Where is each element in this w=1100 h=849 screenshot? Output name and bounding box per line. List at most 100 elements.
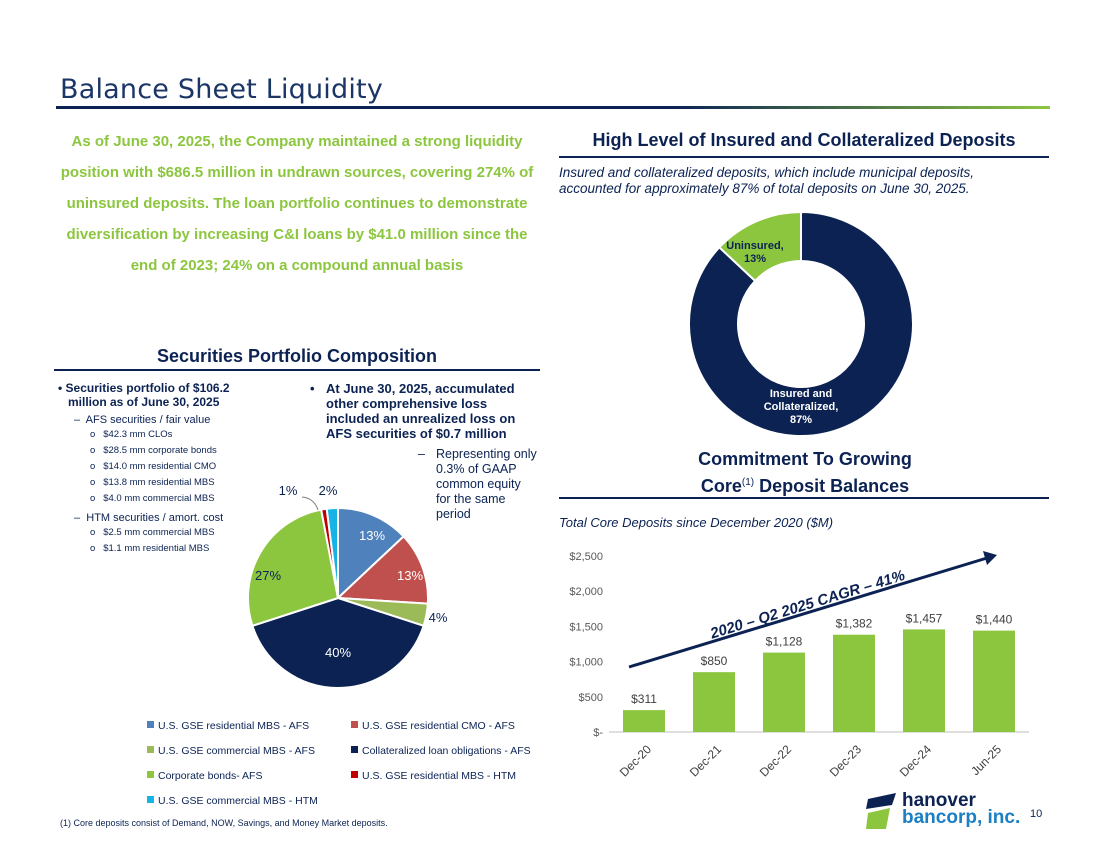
donut-label: Insured and — [770, 388, 832, 400]
dash-glyph: – — [74, 512, 81, 524]
legend-item: U.S. GSE commercial MBS - AFS — [147, 745, 315, 757]
legend-swatch — [351, 771, 358, 778]
y-tick-label: $2,500 — [569, 551, 603, 563]
footnote: (1) Core deposits consist of Demand, NOW… — [60, 818, 388, 828]
legend-item: U.S. GSE residential MBS - AFS — [147, 720, 309, 732]
donut-slice — [717, 210, 802, 283]
y-tick-label: $- — [593, 727, 603, 739]
legend-label: U.S. GSE residential MBS - AFS — [158, 720, 310, 732]
aoci-note: • At June 30, 2025, accumulated other co… — [310, 381, 538, 522]
pie-label: 13% — [397, 568, 423, 583]
pie-label: 40% — [325, 645, 351, 660]
bar — [623, 710, 665, 732]
pie-label: 4% — [429, 610, 448, 625]
holding-item: o $1.1 mm residential MBS — [90, 543, 210, 554]
leader-line — [301, 496, 319, 511]
legend-item: U.S. GSE residential MBS - HTM — [351, 770, 516, 782]
holding-item: o $14.0 mm residential CMO — [90, 461, 217, 472]
bar-value-label: $1,382 — [836, 617, 873, 631]
trend-arrow-head-icon — [983, 551, 997, 565]
legend-swatch — [147, 796, 154, 803]
afs-label: AFS securities / fair value — [85, 414, 211, 426]
holding-item: o $4.0 mm commercial MBS — [90, 493, 215, 504]
securities-pie-chart: 13% 13% 4% 40% 27% 1% 2% — [247, 483, 448, 689]
legend-label: U.S. GSE residential MBS - HTM — [362, 770, 517, 782]
holding-item: o $2.5 mm commercial MBS — [90, 527, 215, 538]
deposits-heading: High Level of Insured and Collateralized… — [592, 130, 1016, 150]
legend-label: U.S. GSE commercial MBS - HTM — [158, 795, 318, 807]
pie-label: 27% — [255, 568, 281, 583]
bar — [903, 629, 945, 732]
securities-divider — [54, 369, 540, 371]
bar-value-label: $311 — [631, 692, 657, 706]
bar-value-label: $1,440 — [976, 613, 1013, 627]
bar-value-label: $1,128 — [766, 635, 803, 649]
x-tick-label: Jun-25 — [968, 742, 1004, 778]
bar — [833, 634, 875, 732]
legend-item: U.S. GSE residential CMO - AFS — [351, 720, 515, 732]
bullet-glyph: • — [58, 381, 63, 395]
legend-swatch — [147, 771, 154, 778]
donut-slice — [688, 210, 914, 437]
legend-item: Corporate bonds- AFS — [147, 770, 262, 782]
htm-list: o $2.5 mm commercial MBS o $1.1 mm reside… — [56, 525, 256, 557]
legend-item: Collateralized loan obligations - AFS — [351, 745, 531, 757]
afs-list: o $42.3 mm CLOs o $28.5 mm corporate bond… — [56, 427, 256, 507]
intro-statement: As of June 30, 2025, the Company maintai… — [60, 133, 534, 274]
dash-glyph: – — [74, 414, 81, 426]
legend-swatch — [351, 721, 358, 728]
y-tick-label: $1,000 — [569, 657, 603, 669]
logo-text-hanover: hanover — [902, 790, 976, 811]
pie-slice — [251, 596, 425, 689]
title-divider — [56, 106, 1050, 109]
x-tick-label: Dec-20 — [617, 742, 654, 779]
aoci-text: At June 30, 2025, accumulated other comp… — [326, 381, 516, 441]
legend-swatch — [351, 746, 358, 753]
bar — [763, 652, 805, 732]
holding-item: o $42.3 mm CLOs — [90, 429, 173, 440]
logo-text-bancorp: bancorp, inc. — [902, 807, 1021, 828]
pie-slice — [247, 508, 340, 628]
y-tick-label: $500 — [579, 692, 603, 704]
bar — [693, 672, 735, 732]
pie-slice — [325, 506, 339, 599]
pie-slice — [335, 534, 429, 605]
x-tick-label: Dec-24 — [897, 742, 934, 779]
donut-label: 13% — [744, 253, 766, 265]
holding-item: o $13.8 mm residential MBS — [90, 477, 215, 488]
cagr-label: 2020 – Q2 2025 CAGR – 41% — [707, 567, 907, 643]
legend-label: Collateralized loan obligations - AFS — [362, 745, 531, 757]
y-tick-label: $2,000 — [569, 586, 603, 598]
core-heading-core: Core — [700, 476, 742, 496]
dash-glyph: – — [418, 447, 425, 461]
donut-label: Collateralized, — [764, 401, 839, 413]
bar-value-label: $850 — [701, 654, 728, 668]
x-tick-label: Dec-23 — [827, 742, 864, 779]
page-number: 10 — [1030, 808, 1043, 820]
donut-label: 87% — [790, 414, 812, 426]
pie-label: 13% — [359, 528, 385, 543]
aoci-subtext: Representing only 0.3% of GAAP common eq… — [436, 447, 537, 521]
pie-label: 2% — [319, 483, 338, 498]
pie-label: 1% — [279, 483, 298, 498]
legend-label: Corporate bonds- AFS — [158, 770, 263, 782]
logo-mark-icon — [866, 793, 896, 829]
legend-item: U.S. GSE commercial MBS - HTM — [147, 795, 318, 807]
legend-swatch — [147, 746, 154, 753]
deposits-description: Insured and collateralized deposits, whi… — [559, 165, 974, 196]
donut-label: Uninsured, — [726, 240, 783, 252]
htm-label: HTM securities / amort. cost — [86, 512, 224, 524]
legend-label: U.S. GSE commercial MBS - AFS — [158, 745, 315, 757]
core-heading-rest: Deposit Balances — [754, 476, 910, 496]
core-divider — [559, 497, 1049, 499]
y-tick-label: $1,500 — [569, 621, 603, 633]
x-tick-label: Dec-21 — [687, 742, 724, 779]
core-heading: Commitment To Growing Core(1) Deposit Ba… — [640, 448, 970, 498]
core-subtitle: Total Core Deposits since December 2020 … — [559, 515, 834, 530]
core-footnote-marker: (1) — [741, 477, 755, 488]
deposits-divider — [559, 156, 1049, 158]
securities-bullets: • Securities portfolio of $106.2 million… — [56, 381, 256, 557]
core-heading-line1: Commitment To Growing — [698, 449, 912, 469]
core-deposits-bar-chart: $- $500 $1,000 $1,500 $2,000 $2,500 $311 Dec-20… — [569, 551, 1029, 779]
